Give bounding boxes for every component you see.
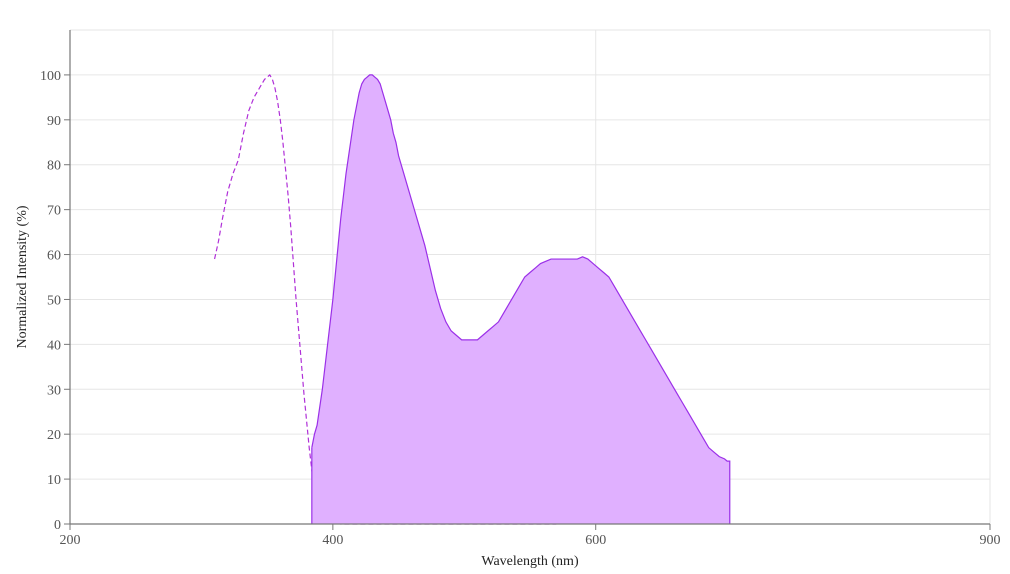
excitation-series-line — [213, 73, 557, 525]
emission-area-fill — [311, 74, 730, 524]
x-tick-label: 400 — [322, 533, 343, 548]
emission-series-line — [311, 74, 731, 524]
y-tick-label: 90 — [47, 114, 61, 129]
y-tick-label: 80 — [47, 159, 61, 174]
y-tick-label: 40 — [47, 338, 61, 353]
x-axis-title: Wavelength (nm) — [481, 554, 579, 569]
y-tick-label: 50 — [47, 293, 61, 308]
x-tick-label: 200 — [60, 533, 81, 548]
y-tick-label: 70 — [47, 204, 61, 219]
y-tick-label: 20 — [47, 428, 61, 443]
y-tick-label: 60 — [47, 249, 61, 264]
x-tick-label: 600 — [585, 533, 606, 548]
series-layer — [213, 73, 731, 525]
axis-layer — [64, 30, 991, 530]
y-tick-label: 30 — [47, 383, 61, 398]
y-tick-label: 100 — [40, 69, 61, 84]
y-tick-label: 10 — [47, 473, 61, 488]
y-axis-title: Normalized Intensity (%) — [15, 205, 30, 348]
x-tick-label: 900 — [980, 533, 1001, 548]
tick-label-layer: 0 10 20 30 40 50 60 70 80 90 100 200 400 600 900 — [40, 69, 1001, 548]
y-tick-label: 0 — [54, 518, 61, 533]
